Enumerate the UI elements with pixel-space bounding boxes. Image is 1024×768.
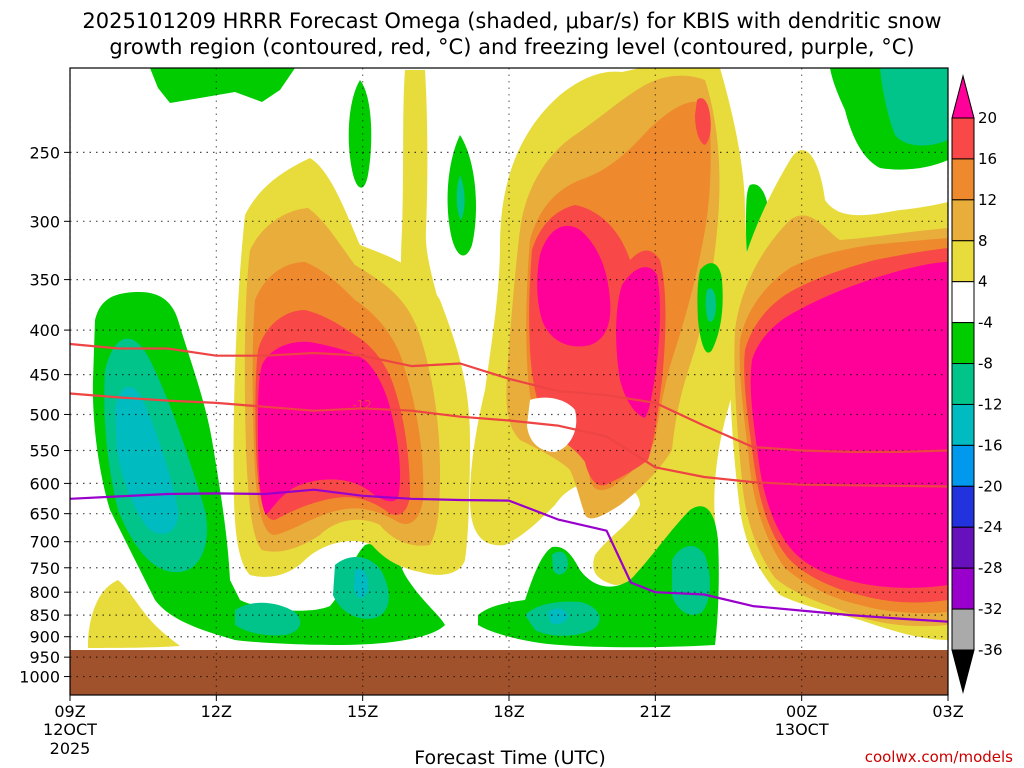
y-tick-label: 450 (29, 366, 60, 385)
y-tick-label: 550 (29, 442, 60, 461)
colorbar-segment (952, 445, 974, 486)
colorbar-segment (952, 486, 974, 527)
y-tick-label: 350 (29, 271, 60, 290)
colorbar-segment (952, 323, 974, 364)
omega-region-teal-22z-b (706, 288, 716, 321)
x-tick-year-label: 2025 (50, 739, 91, 758)
y-tick-label: 1000 (19, 668, 60, 687)
x-tick-label: 15Z (347, 702, 378, 721)
colorbar-label: -20 (978, 477, 1003, 495)
colorbar-label: -28 (978, 559, 1003, 577)
plot-area (70, 68, 948, 695)
y-tick-label: 750 (29, 559, 60, 578)
colorbar-segment (952, 118, 974, 159)
colorbar-label: -4 (978, 314, 993, 332)
colorbar-segment (952, 609, 974, 650)
x-tick-label: 09Z (54, 702, 85, 721)
colorbar-label: -36 (978, 641, 1003, 659)
colorbar-label: 20 (978, 109, 997, 127)
y-tick-label: 600 (29, 474, 60, 493)
y-tick-label: 300 (29, 212, 60, 231)
x-tick-label: 00Z (786, 702, 817, 721)
x-tick-date-label: 12OCT (43, 720, 97, 739)
colorbar-label: 16 (978, 150, 997, 168)
chart-title-line-1: 2025101209 HRRR Forecast Omega (shaded, … (82, 9, 941, 33)
colorbar-segment (952, 404, 974, 445)
y-tick-label: 250 (29, 143, 60, 162)
colorbar-label: -12 (978, 395, 1003, 413)
colorbar-segment (952, 282, 974, 323)
y-tick-label: 700 (29, 533, 60, 552)
colorbar-label: -8 (978, 355, 993, 373)
credit-text: coolwx.com/models (865, 748, 1013, 766)
y-tick-label: 850 (29, 606, 60, 625)
x-tick-label: 18Z (493, 702, 524, 721)
colorbar-segment (952, 200, 974, 241)
y-tick-label: 500 (29, 405, 60, 424)
colorbar-segment (952, 568, 974, 609)
omega-region-teal-22z-low (672, 546, 710, 615)
y-tick-label: 900 (29, 628, 60, 647)
chart-title-line-2: growth region (contoured, red, °C) and f… (109, 35, 914, 59)
x-axis-label: Forecast Time (UTC) (414, 747, 605, 768)
x-tick-label: 12Z (201, 702, 232, 721)
x-tick-label: 03Z (932, 702, 963, 721)
colorbar-label: -32 (978, 600, 1003, 618)
colorbar-label: -24 (978, 518, 1003, 536)
y-axis-ticks: 250 300 350 400 450 500 550 600 650 700 750 800 850 9… (19, 143, 70, 686)
colorbar: 20 16 12 8 4 -4 -8 -12 -16 -20 -24 -28 -32 -36 (952, 76, 1003, 692)
colorbar-label: -16 (978, 436, 1003, 454)
x-tick-label: 21Z (640, 702, 671, 721)
colorbar-label: 4 (978, 273, 988, 291)
colorbar-segment (952, 527, 974, 568)
y-tick-label: 800 (29, 583, 60, 602)
colorbar-segment (952, 364, 974, 405)
colorbar-bottom-arrow (952, 650, 974, 692)
colorbar-segment (952, 241, 974, 282)
y-tick-label: 400 (29, 321, 60, 340)
colorbar-label: 12 (978, 191, 997, 209)
omega-time-height-chart: 2025101209 HRRR Forecast Omega (shaded, … (0, 0, 1024, 768)
colorbar-label: 8 (978, 232, 988, 250)
colorbar-segment (952, 159, 974, 200)
contour-label: -12 (352, 398, 372, 412)
y-tick-label: 950 (29, 648, 60, 667)
x-tick-date-label: 13OCT (775, 720, 829, 739)
colorbar-top-arrow (952, 76, 974, 118)
y-tick-label: 650 (29, 505, 60, 524)
